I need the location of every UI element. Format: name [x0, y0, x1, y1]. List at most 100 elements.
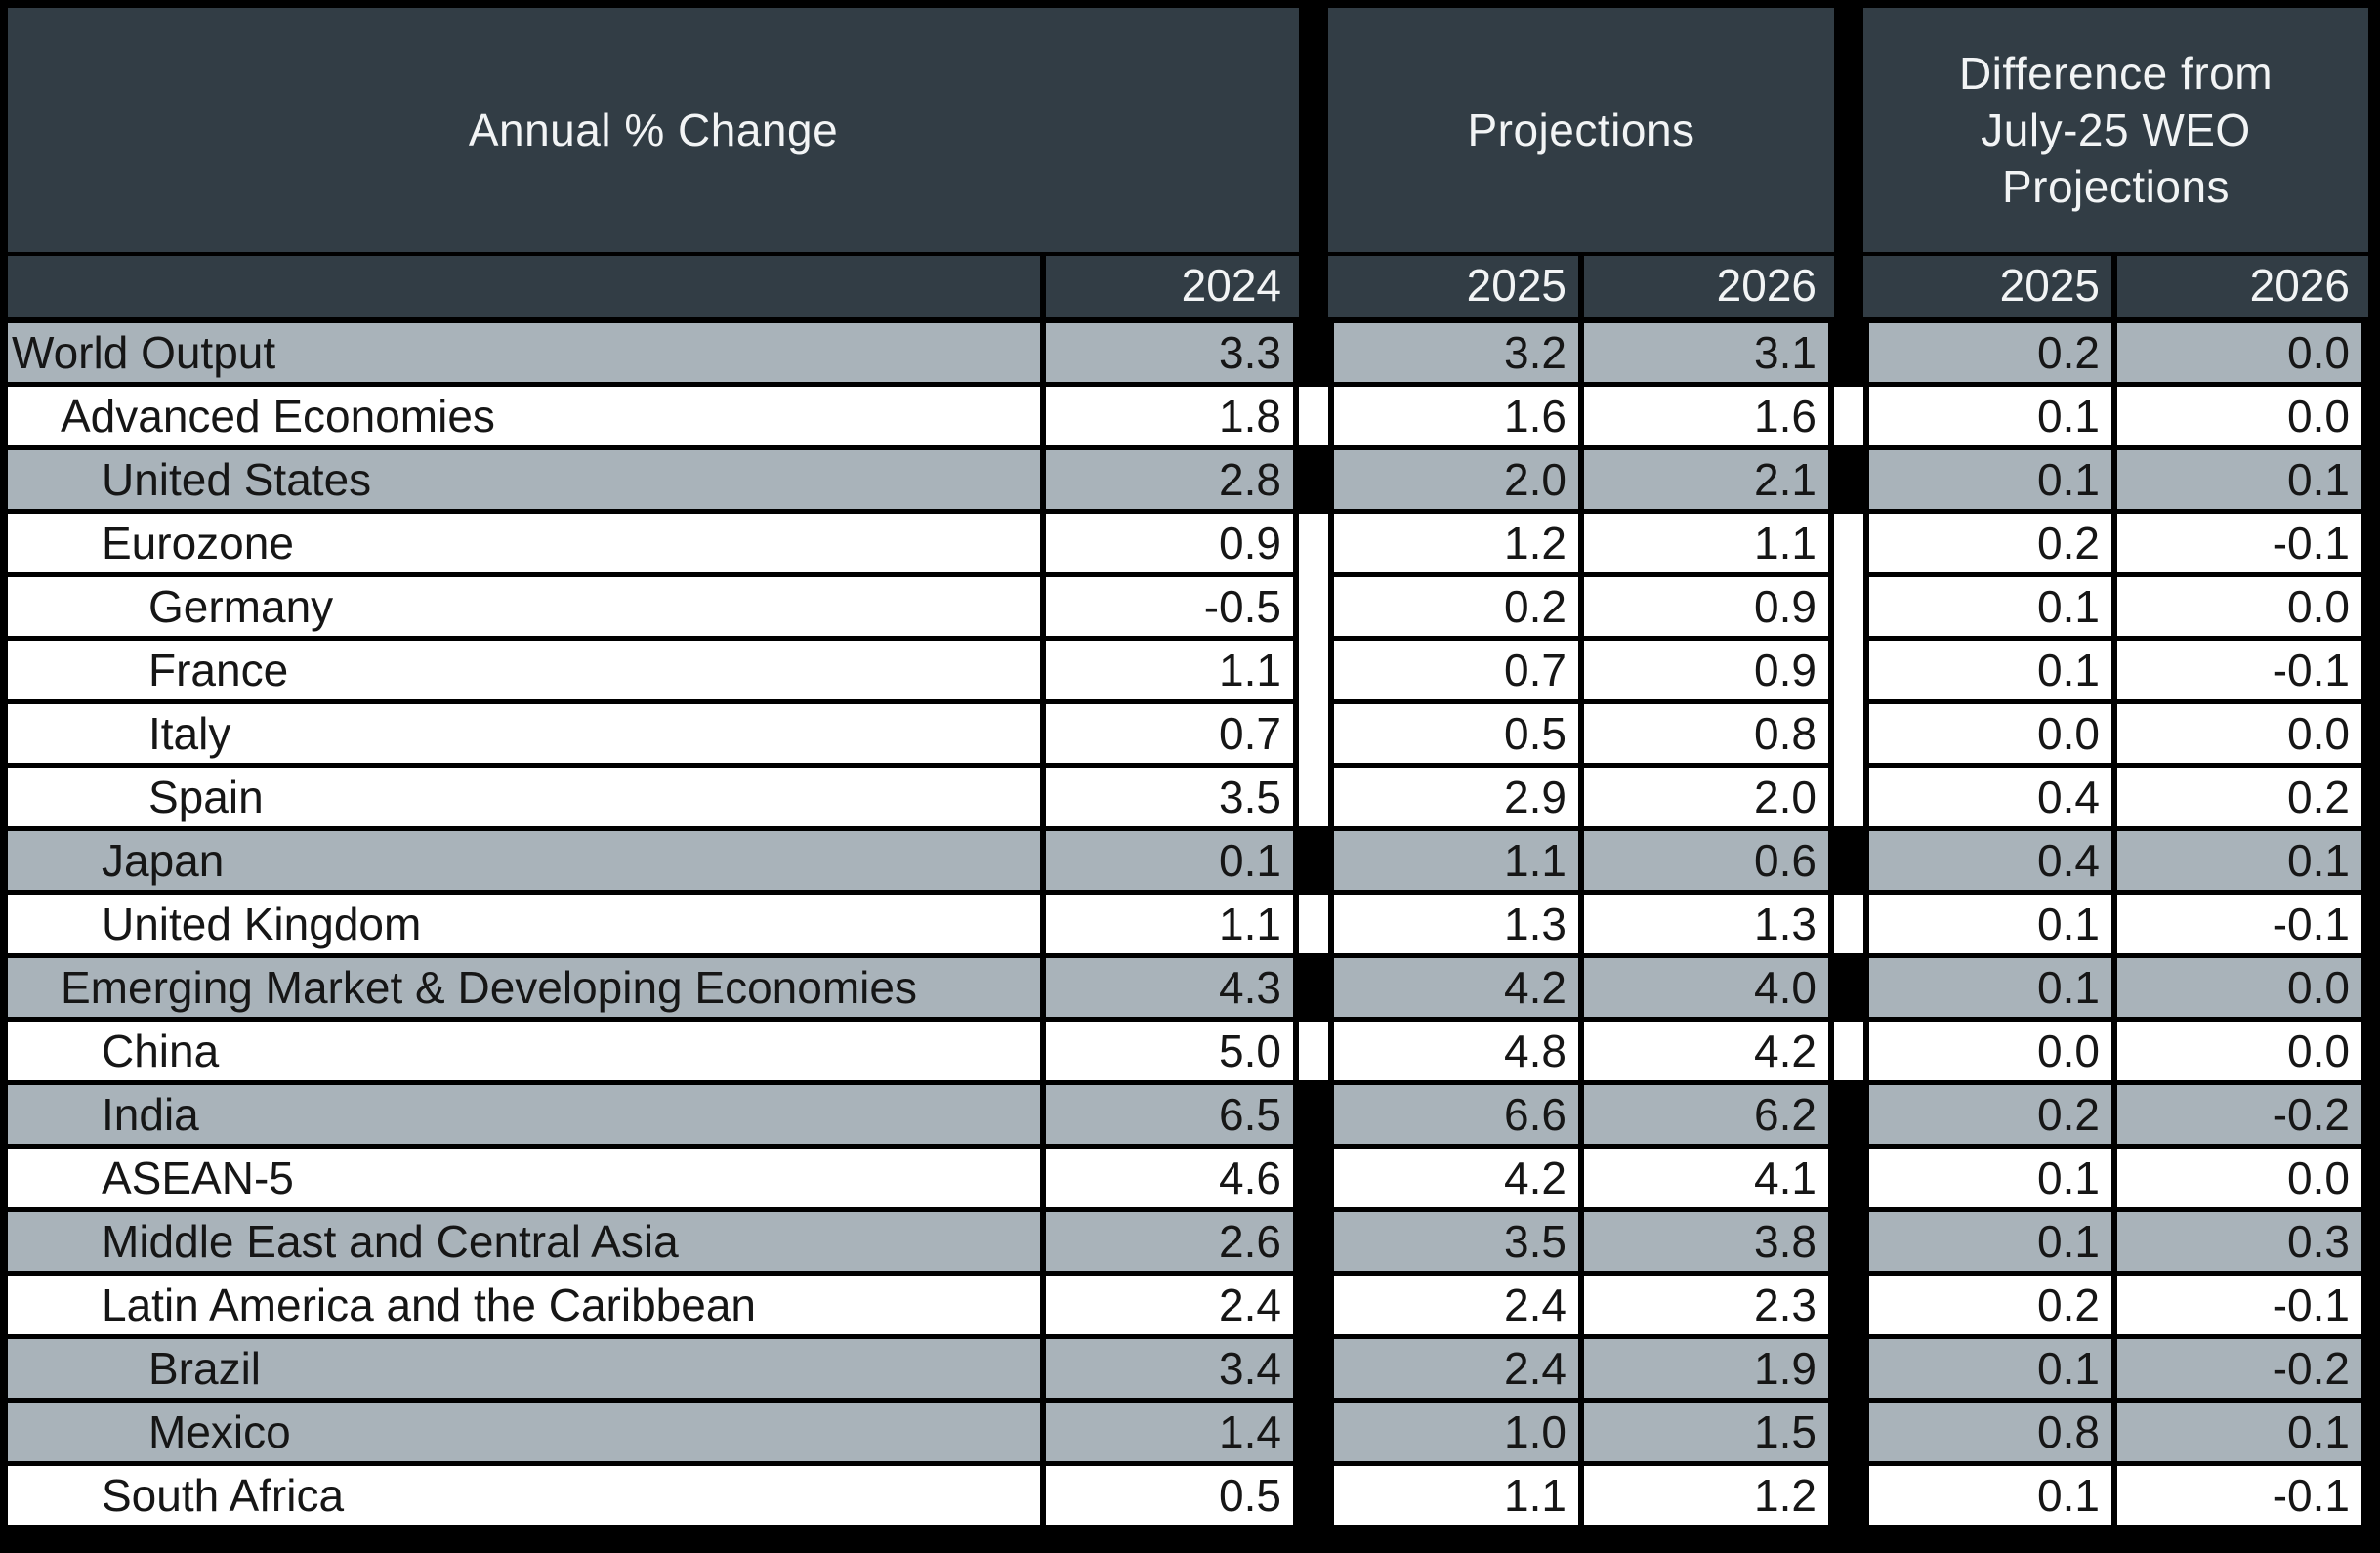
row-label: ASEAN-5	[8, 1149, 1040, 1207]
cell-2024: 0.1	[1046, 831, 1293, 890]
block-edge-border	[1863, 1276, 1869, 1334]
column-border	[1040, 1276, 1046, 1334]
cell-proj-2025: 2.4	[1334, 1276, 1578, 1334]
thick-divider	[1863, 317, 2368, 323]
cell-diff-2026: -0.1	[2117, 1276, 2361, 1334]
cell-diff-2026: 0.0	[2117, 577, 2361, 636]
row-border	[1863, 1271, 2368, 1276]
block-edge-border	[1328, 641, 1334, 699]
block-edge-border	[1828, 831, 1834, 890]
table-row: 0.0 0.0	[1863, 1022, 2368, 1080]
column-border	[1040, 450, 1046, 509]
gutter-segment	[1299, 1085, 1328, 1144]
gutter-joint	[1834, 1017, 1863, 1022]
cell-proj-2026: 3.8	[1584, 1212, 1828, 1271]
cell-diff-2026: 0.0	[2117, 323, 2361, 382]
gutter-segment	[1299, 1466, 1328, 1525]
difference-header-line-3: Projections	[2001, 161, 2231, 212]
block-edge-border	[1828, 1403, 1834, 1461]
table-row: 4.2 4.1	[1328, 1149, 1834, 1207]
cell-proj-2025: 3.5	[1334, 1212, 1578, 1271]
row-label: Mexico	[8, 1403, 1040, 1461]
gutter-joint	[1834, 382, 1863, 387]
cell-diff-2025: 0.1	[1869, 958, 2111, 1017]
column-border	[1578, 958, 1584, 1017]
table-row: 1.0 1.5	[1328, 1403, 1834, 1461]
row-border	[1328, 826, 1834, 831]
row-border	[8, 445, 1299, 450]
gutter-segment	[1834, 1022, 1863, 1080]
block-edge-border	[1293, 704, 1299, 763]
gutter-joint	[1299, 1144, 1328, 1149]
column-border	[1578, 450, 1584, 509]
table-row: 2.4 2.3	[1328, 1276, 1834, 1334]
block-edge-border	[1328, 1085, 1334, 1144]
year-row-difference: 2025 2026	[1863, 256, 2368, 317]
table-row: 0.7 0.9	[1328, 641, 1834, 699]
row-border	[1328, 572, 1834, 577]
gutter-segment	[1299, 1403, 1328, 1461]
gutter-joint	[1834, 445, 1863, 450]
gutter-segment	[1834, 387, 1863, 445]
table-row: 0.4 0.1	[1863, 831, 2368, 890]
block-edge-border	[2361, 323, 2368, 382]
block-edge-border	[2361, 831, 2368, 890]
block-edge-border	[1828, 1212, 1834, 1271]
row-border	[8, 1017, 1299, 1022]
block-edge-border	[1863, 641, 1869, 699]
cell-proj-2026: 1.6	[1584, 387, 1828, 445]
column-border	[1040, 1085, 1046, 1144]
row-label: United Kingdom	[8, 895, 1040, 953]
block-edge-border	[1293, 323, 1299, 382]
cell-diff-2025: 0.8	[1869, 1403, 2111, 1461]
gutter-segment	[1299, 1339, 1328, 1398]
cell-diff-2026: 0.1	[2117, 831, 2361, 890]
year-header-proj-2026: 2026	[1716, 260, 1816, 311]
gutter-joint	[1834, 1080, 1863, 1085]
cell-proj-2025: 1.0	[1334, 1403, 1578, 1461]
column-border	[2111, 1085, 2117, 1144]
gutter-joint	[1299, 1080, 1328, 1085]
cell-proj-2026: 4.2	[1584, 1022, 1828, 1080]
column-border	[1040, 323, 1046, 382]
row-border	[8, 509, 1299, 514]
block-edge-border	[1828, 387, 1834, 445]
gutter-segment	[1299, 1212, 1328, 1271]
block-edge-border	[1293, 641, 1299, 699]
gutter-joint	[1299, 953, 1328, 958]
cell-diff-2026: -0.2	[2117, 1339, 2361, 1398]
gutter-segment	[1299, 768, 1328, 826]
gutter-joint	[1834, 890, 1863, 895]
column-border	[1040, 831, 1046, 890]
cell-diff-2026: 0.1	[2117, 450, 2361, 509]
block-edge-border	[1293, 1085, 1299, 1144]
cell-diff-2026: 0.0	[2117, 1149, 2361, 1207]
column-border	[2111, 958, 2117, 1017]
gutter-segment	[1299, 958, 1328, 1017]
table-row: 0.8 0.1	[1863, 1403, 2368, 1461]
gutter-joint	[1299, 572, 1328, 577]
block-edge-border	[2361, 577, 2368, 636]
row-border	[1863, 763, 2368, 768]
block-edge-border	[2361, 704, 2368, 763]
row-border	[1863, 953, 2368, 958]
column-border	[1040, 1339, 1046, 1398]
row-label: Spain	[8, 768, 1040, 826]
gutter-segment	[1834, 1339, 1863, 1398]
gutter-segment	[1299, 1149, 1328, 1207]
year-row-edge-spacer	[2361, 256, 2368, 317]
gutter-joint	[1299, 1207, 1328, 1212]
row-label: United States	[8, 450, 1040, 509]
gutter-segment	[1834, 1212, 1863, 1271]
table-row: India 6.5	[8, 1085, 1299, 1144]
gutter-joint	[1834, 826, 1863, 831]
row-label: Brazil	[8, 1339, 1040, 1398]
row-border	[8, 572, 1299, 577]
gutter-joint	[1834, 1334, 1863, 1339]
row-border	[8, 763, 1299, 768]
block-difference: Difference from July-25 WEO Projections …	[1863, 8, 2368, 1525]
block-edge-border	[1293, 387, 1299, 445]
row-border	[1863, 509, 2368, 514]
block-edge-border	[1863, 1149, 1869, 1207]
column-border	[1040, 1149, 1046, 1207]
